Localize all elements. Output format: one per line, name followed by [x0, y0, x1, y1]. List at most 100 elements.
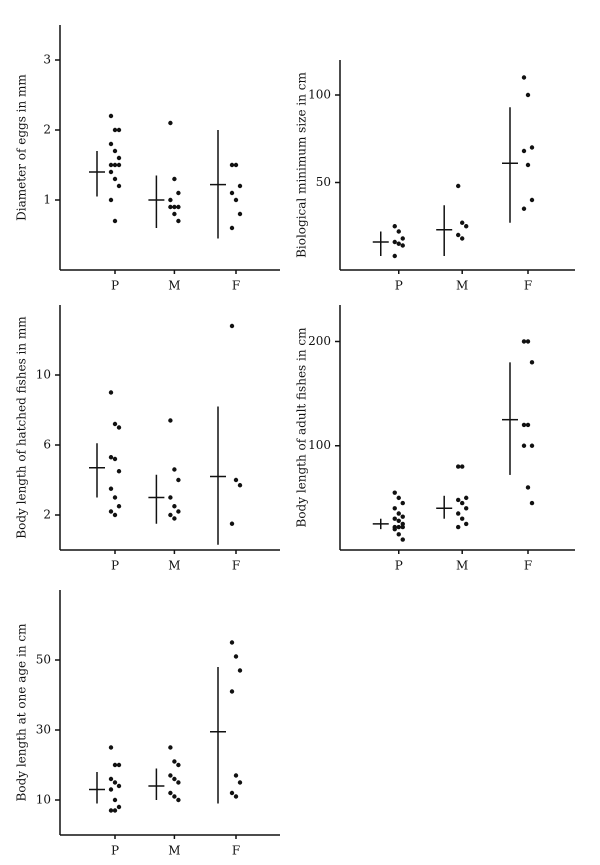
data-point	[233, 477, 239, 483]
data-point	[112, 148, 118, 154]
data-point	[400, 537, 405, 542]
data-point	[229, 640, 235, 645]
data-point	[392, 224, 397, 229]
data-point	[168, 745, 173, 750]
data-point	[460, 464, 465, 469]
data-point	[521, 148, 527, 154]
data-point	[176, 762, 181, 768]
data-point	[112, 780, 118, 785]
data-point	[400, 514, 405, 519]
data-point	[108, 745, 114, 750]
data-point	[112, 218, 118, 224]
y-tick-label: 1	[43, 193, 51, 207]
y-tick-label: 100	[308, 88, 331, 102]
data-point	[460, 500, 465, 506]
data-point	[108, 776, 114, 782]
x-tick-label: F	[232, 844, 240, 858]
data-point	[464, 224, 469, 229]
y-tick-label: 50	[316, 175, 331, 189]
data-point	[108, 455, 114, 460]
data-point	[233, 197, 239, 203]
data-point	[396, 241, 401, 246]
data-point	[400, 524, 405, 530]
data-point	[456, 183, 461, 189]
data-point	[172, 467, 177, 472]
data-point	[521, 443, 527, 448]
data-point	[460, 236, 465, 241]
y-tick-label: 30	[36, 723, 51, 737]
x-tick-label: P	[111, 559, 119, 573]
data-point	[456, 511, 461, 516]
data-point	[396, 532, 401, 537]
data-point	[176, 780, 181, 785]
y-tick-label: 10	[36, 793, 51, 807]
y-tick-label: 6	[43, 438, 51, 452]
data-point	[456, 464, 461, 469]
data-point	[237, 780, 243, 785]
data-point	[400, 243, 405, 248]
data-point	[168, 418, 173, 423]
data-point	[521, 206, 527, 211]
data-point	[168, 790, 173, 796]
data-point	[172, 204, 177, 210]
data-point	[176, 218, 181, 224]
data-point	[116, 762, 122, 768]
data-point	[456, 497, 461, 503]
data-point	[525, 422, 531, 428]
x-tick-label: M	[456, 559, 468, 573]
data-point	[112, 127, 118, 133]
data-point	[116, 127, 122, 133]
data-point	[116, 504, 122, 509]
data-point	[168, 512, 173, 518]
data-point	[112, 808, 118, 813]
data-point	[229, 689, 235, 694]
y-tick-label: 100	[308, 438, 331, 452]
data-point	[392, 526, 397, 532]
data-point	[168, 495, 173, 500]
data-point	[168, 120, 173, 126]
x-tick-label: F	[524, 279, 532, 293]
data-point	[400, 236, 405, 241]
x-tick-label: F	[232, 279, 240, 293]
data-point	[525, 162, 531, 168]
y-tick-label: 10	[36, 368, 51, 382]
y-tick-label: 2	[43, 508, 51, 522]
data-point	[525, 92, 531, 98]
y-tick-label: 200	[308, 334, 331, 348]
data-point	[168, 204, 173, 210]
data-point	[112, 797, 118, 803]
x-tick-label: F	[524, 559, 532, 573]
data-point	[108, 162, 114, 168]
data-point	[464, 506, 469, 511]
data-point	[108, 509, 114, 514]
data-point	[237, 211, 243, 217]
data-point	[168, 773, 173, 778]
data-point	[176, 190, 181, 196]
data-point	[396, 229, 401, 234]
data-point	[400, 521, 405, 527]
data-point	[112, 762, 118, 768]
data-point	[229, 162, 235, 168]
data-point	[392, 239, 397, 245]
data-point	[396, 511, 401, 516]
data-point	[529, 145, 535, 150]
data-point	[172, 759, 177, 764]
data-point	[108, 486, 114, 491]
data-point	[464, 495, 469, 501]
y-axis-label: Diameter of eggs in mm	[15, 74, 29, 221]
data-point	[108, 141, 114, 147]
data-point	[392, 490, 397, 495]
data-point	[172, 211, 177, 217]
data-point	[237, 668, 243, 673]
data-point	[116, 155, 122, 161]
data-point	[172, 176, 177, 182]
data-point	[529, 443, 535, 448]
data-point	[237, 183, 243, 189]
data-point	[529, 197, 535, 203]
data-point	[112, 162, 118, 168]
y-axis-label: Biological minimum size in cm	[295, 71, 309, 257]
data-point	[525, 485, 531, 490]
y-axis-label: Body length of hatched fishes in mm	[15, 316, 29, 539]
data-point	[112, 495, 118, 500]
data-point	[237, 483, 243, 488]
